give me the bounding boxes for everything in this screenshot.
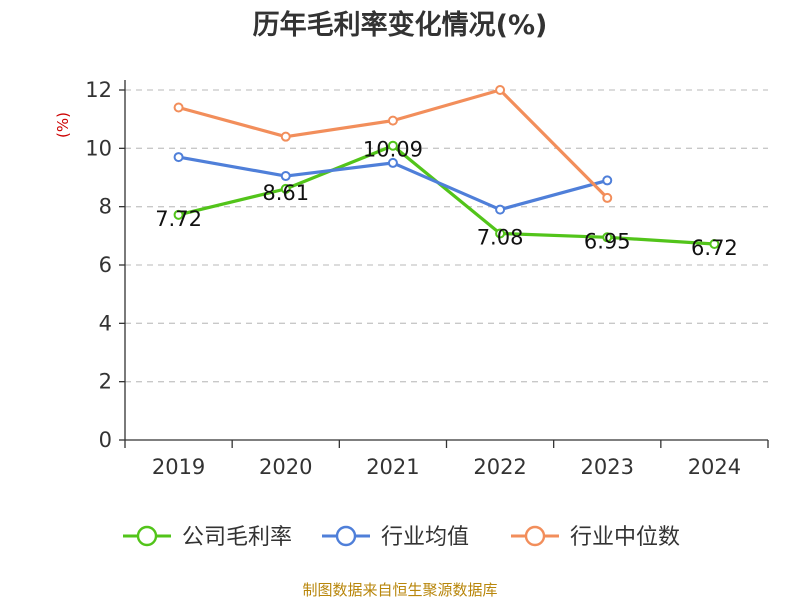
data-labels: 7.72 8.61 10.09 7.08 6.95 6.72 [155, 138, 738, 260]
legend[interactable]: 公司毛利率 行业均值 行业中位数 [123, 525, 680, 550]
data-point[interactable] [495, 228, 506, 239]
y-tick-label: 12 [85, 78, 112, 102]
axes: 0 2 4 6 8 10 12 2019 2020 2021 2022 2023 2024 [85, 78, 769, 479]
legend-marker[interactable] [136, 525, 158, 547]
series-line-0 [178, 144, 715, 246]
series-group [173, 85, 720, 249]
x-tick-label: 2019 [152, 455, 205, 479]
data-label: 6.72 [691, 236, 738, 260]
data-label: 8.61 [262, 181, 309, 205]
data-point[interactable] [280, 183, 291, 194]
x-tick-label: 2020 [259, 455, 312, 479]
data-point[interactable] [280, 171, 291, 182]
y-tick-label: 2 [99, 370, 112, 394]
x-tick-label: 2021 [366, 455, 419, 479]
y-axis-unit: (%) [54, 112, 72, 138]
gridlines [125, 89, 768, 383]
data-point[interactable] [280, 131, 291, 142]
y-tick-label: 10 [85, 136, 112, 160]
legend-label[interactable]: 公司毛利率 [182, 525, 292, 550]
source-note: 制图数据来自恒生聚源数据库 [302, 581, 497, 599]
data-point[interactable] [173, 209, 184, 220]
chart-title: 历年毛利率变化情况(%) [253, 9, 548, 41]
legend-label[interactable]: 行业中位数 [570, 525, 680, 550]
data-point[interactable] [495, 85, 506, 95]
data-point[interactable] [387, 140, 398, 151]
data-point[interactable] [602, 192, 613, 203]
data-label: 10.09 [363, 138, 423, 162]
y-tick-label: 6 [99, 253, 112, 277]
legend-marker[interactable] [524, 525, 546, 547]
data-point[interactable] [602, 175, 613, 186]
x-tick-label: 2023 [581, 455, 634, 479]
data-point[interactable] [602, 232, 613, 243]
data-point[interactable] [709, 239, 720, 249]
data-label: 7.72 [155, 207, 202, 231]
data-label: 6.95 [584, 229, 631, 253]
y-tick-label: 4 [99, 311, 112, 335]
legend-marker[interactable] [335, 525, 357, 547]
y-tick-label: 8 [99, 195, 112, 219]
data-point[interactable] [173, 152, 184, 163]
legend-label[interactable]: 行业均值 [381, 525, 469, 550]
x-tick-label: 2024 [688, 455, 741, 479]
data-label: 7.08 [477, 226, 524, 250]
data-point[interactable] [387, 115, 398, 126]
y-tick-label: 0 [99, 428, 112, 452]
data-point[interactable] [495, 204, 506, 215]
x-tick-label: 2022 [473, 455, 526, 479]
data-point[interactable] [387, 157, 398, 168]
data-point[interactable] [173, 102, 184, 113]
